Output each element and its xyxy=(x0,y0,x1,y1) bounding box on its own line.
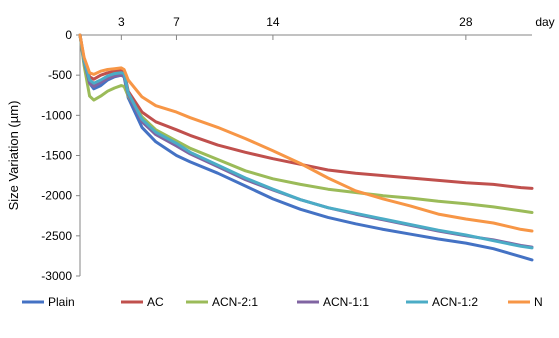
axes xyxy=(76,34,532,277)
series-lines xyxy=(78,33,534,262)
x-tick-label: 7 xyxy=(173,15,180,29)
legend-label: ACN-1:1 xyxy=(323,295,369,309)
legend-label: N xyxy=(534,295,543,309)
legend-label: ACN-1:2 xyxy=(432,295,478,309)
legend-label: ACN-2:1 xyxy=(212,295,258,309)
series-line-acn-1-1 xyxy=(78,33,534,249)
axis-labels: 0 -500 -1000 -1500 -2000 -2500 -3000 3 7 14 28 xyxy=(41,15,473,283)
y-tick-label: -2500 xyxy=(41,229,72,243)
y-axis-title: Size Variation (µm) xyxy=(6,101,21,211)
legend: Plain AC ACN-2:1 ACN-1:1 ACN-1:2 N xyxy=(22,295,543,309)
series-line-n xyxy=(78,33,534,233)
series-line-plain xyxy=(78,33,534,262)
y-tick-label: -3000 xyxy=(41,269,72,283)
y-tick-label: -1500 xyxy=(41,149,72,163)
x-tick-label: 28 xyxy=(459,15,473,29)
x-tick-label: 3 xyxy=(118,15,125,29)
legend-label: Plain xyxy=(48,295,75,309)
y-tick-label: -500 xyxy=(48,68,72,82)
series-line-acn-1-2 xyxy=(78,33,534,250)
legend-label: AC xyxy=(147,295,164,309)
series-line-ac xyxy=(78,33,534,190)
series-line-acn-2-1 xyxy=(78,33,534,214)
y-tick-label: -1000 xyxy=(41,108,72,122)
x-axis-unit-label: day xyxy=(535,15,554,29)
x-tick-label: 14 xyxy=(266,15,280,29)
y-tick-label: -2000 xyxy=(41,189,72,203)
y-tick-label: 0 xyxy=(65,28,72,42)
